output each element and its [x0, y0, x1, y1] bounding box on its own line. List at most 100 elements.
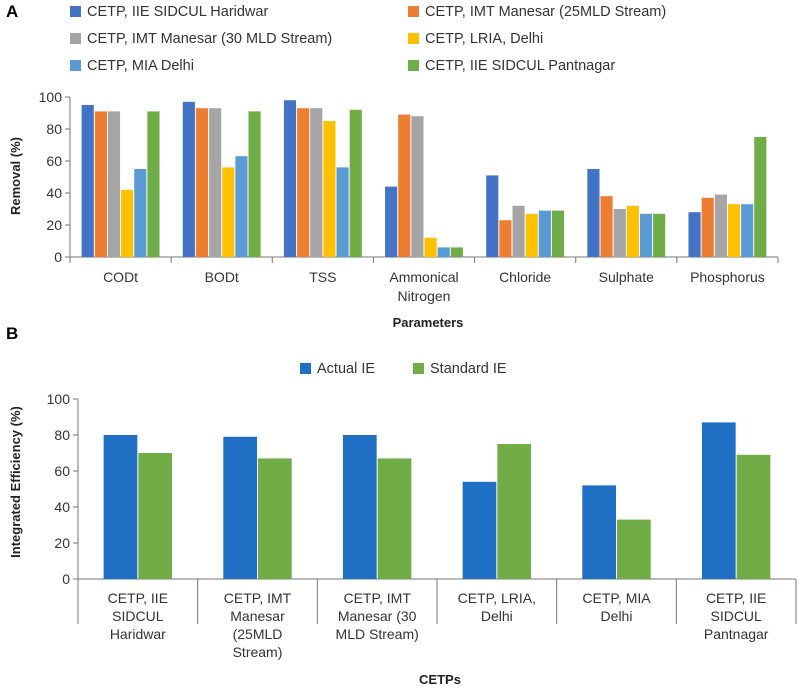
- bar-tss-cetp-iie-sidcul-pantnagar: [349, 109, 362, 257]
- bar-phosphorus-cetp-iie-sidcul-pantnagar: [754, 137, 767, 257]
- bar-codt-cetp-lria-delhi: [121, 189, 134, 257]
- bar-chloride-cetp-lria-delhi: [525, 213, 538, 257]
- x-tick-label: BODt: [205, 269, 239, 285]
- bar-chloride-cetp-imt-manesar-25mld-stream: [499, 220, 512, 257]
- x-tick-label: SIDCUL: [710, 608, 762, 624]
- bar-codt-cetp-imt-manesar-30-mld-stream: [107, 111, 121, 258]
- legend-label: CETP, MIA Delhi: [87, 58, 194, 74]
- panel-b-label: B: [6, 324, 18, 343]
- legend-label: CETP, IMT Manesar (25MLD Stream): [425, 4, 666, 20]
- x-tick-label: TSS: [309, 269, 336, 285]
- x-tick-label: CETP, LRIA,: [458, 590, 536, 606]
- x-tick-label: Phosphorus: [690, 269, 765, 285]
- x-tick-label: CETP, IIE: [706, 590, 766, 606]
- y-tick-label: 60: [46, 153, 62, 169]
- bar-cetp-mia-delhi-actual-ie: [582, 485, 616, 579]
- y-tick-label: 40: [54, 499, 70, 515]
- x-tick-label: Haridwar: [110, 626, 166, 642]
- bar-cetp-imt-manesar-30-mld-stream-standard-ie: [377, 458, 412, 579]
- chart-a-x-axis-title: Parameters: [393, 315, 464, 330]
- bar-phosphorus-cetp-imt-manesar-25mld-stream: [701, 197, 714, 257]
- bar-chloride-cetp-iie-sidcul-haridwar: [486, 175, 499, 257]
- bar-ammonical-nitrogen-cetp-imt-manesar-25mld-stream: [398, 114, 411, 257]
- x-tick-label: Ammonical: [389, 269, 458, 285]
- legend-label: CETP, IIE SIDCUL Pantnagar: [425, 58, 615, 74]
- y-tick-label: 40: [46, 185, 62, 201]
- legend-swatch-cetp-imt-manesar-25mld-stream: [408, 6, 419, 17]
- legend-swatch-cetp-mia-delhi: [70, 60, 81, 71]
- x-tick-label: Manesar (30: [338, 608, 417, 624]
- chart-a-removal: CETP, IIE SIDCUL Haridwar CETP, IMT Manes…: [39, 4, 779, 304]
- legend-label: CETP, IIE SIDCUL Haridwar: [87, 4, 268, 20]
- legend-label: CETP, LRIA, Delhi: [425, 31, 543, 47]
- legend-label: CETP, IMT Manesar (30 MLD Stream): [87, 31, 332, 47]
- bar-tss-cetp-imt-manesar-25mld-stream: [297, 108, 310, 257]
- bar-codt-cetp-iie-sidcul-haridwar: [81, 105, 94, 257]
- bar-ammonical-nitrogen-cetp-iie-sidcul-pantnagar: [450, 247, 463, 257]
- bar-codt-cetp-mia-delhi: [134, 169, 147, 257]
- bar-sulphate-cetp-imt-manesar-30-mld-stream: [613, 209, 626, 257]
- bar-sulphate-cetp-iie-sidcul-pantnagar: [653, 213, 666, 257]
- bar-tss-cetp-mia-delhi: [336, 167, 349, 257]
- y-tick-label: 20: [54, 535, 70, 551]
- bar-cetp-iie-sidcul-haridwar-standard-ie: [138, 453, 173, 579]
- bar-phosphorus-cetp-imt-manesar-30-mld-stream: [714, 194, 727, 257]
- x-tick-label: Manesar: [230, 608, 285, 624]
- bar-cetp-imt-manesar-30-mld-stream-actual-ie: [342, 435, 377, 579]
- bar-bodt-cetp-lria-delhi: [222, 167, 235, 257]
- legend-label: Standard IE: [430, 361, 507, 377]
- bar-cetp-lria-delhi-actual-ie: [462, 481, 497, 579]
- bar-sulphate-cetp-mia-delhi: [639, 213, 653, 257]
- legend-swatch-cetp-imt-manesar-30-mld-stream: [70, 33, 81, 44]
- x-tick-label: CETP, MIA: [582, 590, 651, 606]
- chart-b-y-axis-title: Integrated Efficiency (%): [8, 406, 23, 558]
- bar-ammonical-nitrogen-cetp-iie-sidcul-haridwar: [385, 186, 398, 257]
- y-tick-label: 80: [54, 427, 70, 443]
- x-tick-label: (25MLD: [233, 626, 283, 642]
- x-tick-label: Stream): [233, 644, 283, 660]
- bar-sulphate-cetp-iie-sidcul-haridwar: [587, 169, 600, 257]
- bar-chloride-cetp-mia-delhi: [538, 210, 551, 257]
- x-tick-label: Pantnagar: [704, 626, 769, 642]
- legend-swatch-cetp-iie-sidcul-haridwar: [70, 6, 81, 17]
- legend-label: Actual IE: [317, 361, 375, 377]
- bar-tss-cetp-imt-manesar-30-mld-stream: [310, 108, 323, 257]
- bar-cetp-imt-manesar-25mld-stream-standard-ie: [258, 458, 292, 579]
- bar-phosphorus-cetp-lria-delhi: [727, 204, 741, 257]
- x-tick-label: CETP, IMT: [343, 590, 411, 606]
- y-tick-label: 100: [39, 89, 63, 105]
- x-tick-label: Delhi: [481, 608, 513, 624]
- y-tick-label: 0: [54, 249, 62, 265]
- bar-bodt-cetp-iie-sidcul-haridwar: [182, 101, 195, 257]
- x-tick-label: CETP, IMT: [224, 590, 292, 606]
- y-tick-label: 20: [46, 217, 62, 233]
- bar-sulphate-cetp-lria-delhi: [626, 205, 639, 257]
- x-tick-label: Delhi: [601, 608, 633, 624]
- bar-ammonical-nitrogen-cetp-imt-manesar-30-mld-stream: [411, 116, 424, 257]
- legend-swatch-cetp-iie-sidcul-pantnagar: [408, 60, 419, 71]
- bar-tss-cetp-iie-sidcul-haridwar: [283, 100, 297, 257]
- y-tick-label: 100: [47, 391, 71, 407]
- legend-swatch-actual-ie: [300, 363, 311, 374]
- bar-ammonical-nitrogen-cetp-mia-delhi: [437, 247, 450, 257]
- bar-chloride-cetp-imt-manesar-30-mld-stream: [512, 205, 525, 257]
- bar-bodt-cetp-imt-manesar-25mld-stream: [195, 108, 209, 257]
- x-tick-label: Nitrogen: [398, 288, 451, 304]
- bar-sulphate-cetp-imt-manesar-25mld-stream: [600, 196, 613, 257]
- bar-chloride-cetp-iie-sidcul-pantnagar: [551, 210, 565, 257]
- legend-swatch-standard-ie: [413, 363, 424, 374]
- legend-swatch-cetp-lria-delhi: [408, 33, 419, 44]
- x-tick-label: CODt: [103, 269, 138, 285]
- x-tick-label: Chloride: [499, 269, 551, 285]
- x-tick-label: MLD Stream): [336, 626, 419, 642]
- bar-bodt-cetp-mia-delhi: [235, 156, 248, 257]
- panel-a-label: A: [6, 2, 18, 21]
- bar-bodt-cetp-iie-sidcul-pantnagar: [248, 111, 261, 258]
- bar-codt-cetp-imt-manesar-25mld-stream: [94, 111, 107, 258]
- bar-codt-cetp-iie-sidcul-pantnagar: [147, 111, 160, 258]
- chart-b-x-axis-title: CETPs: [419, 672, 461, 687]
- y-tick-label: 60: [54, 463, 70, 479]
- bar-cetp-lria-delhi-standard-ie: [497, 444, 532, 579]
- y-tick-label: 0: [62, 571, 70, 587]
